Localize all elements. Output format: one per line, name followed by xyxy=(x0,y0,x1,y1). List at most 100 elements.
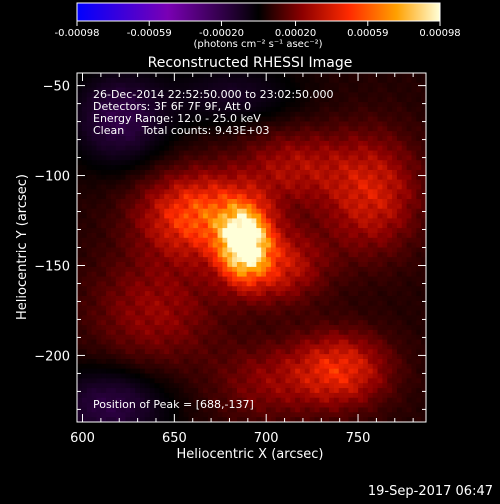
heatmap-cell xyxy=(184,267,189,272)
heatmap-cell xyxy=(353,165,358,170)
heatmap-cell xyxy=(402,388,407,393)
heatmap-cell xyxy=(208,175,213,180)
heatmap-cell xyxy=(358,320,363,325)
heatmap-cell xyxy=(363,83,368,88)
heatmap-cell xyxy=(305,121,310,126)
heatmap-cell xyxy=(198,194,203,199)
heatmap-cell xyxy=(310,204,315,209)
heatmap-cell xyxy=(135,257,140,262)
heatmap-cell xyxy=(111,160,116,165)
heatmap-cell xyxy=(324,209,329,214)
heatmap-cell xyxy=(247,349,252,354)
heatmap-cell xyxy=(411,204,416,209)
heatmap-cell xyxy=(407,160,412,165)
heatmap-cell xyxy=(237,170,242,175)
heatmap-cell xyxy=(416,378,421,383)
heatmap-cell xyxy=(222,301,227,306)
heatmap-cell xyxy=(227,155,232,160)
heatmap-cell xyxy=(344,335,349,340)
heatmap-cell xyxy=(344,272,349,277)
heatmap-cell xyxy=(213,209,218,214)
heatmap-cell xyxy=(315,311,320,316)
heatmap-cell xyxy=(329,165,334,170)
heatmap-cell xyxy=(344,131,349,136)
heatmap-cell xyxy=(397,151,402,156)
heatmap-cell xyxy=(363,228,368,233)
heatmap-cell xyxy=(324,117,329,122)
heatmap-cell xyxy=(382,170,387,175)
heatmap-cell xyxy=(358,160,363,165)
heatmap-cell xyxy=(315,267,320,272)
heatmap-cell xyxy=(373,170,378,175)
heatmap-cell xyxy=(125,306,130,311)
heatmap-cell xyxy=(179,277,184,282)
heatmap-cell xyxy=(339,170,344,175)
heatmap-cell xyxy=(319,349,324,354)
heatmap-cell xyxy=(101,359,106,364)
heatmap-cell xyxy=(77,131,82,136)
heatmap-cell xyxy=(348,131,353,136)
heatmap-cell xyxy=(218,194,223,199)
heatmap-cell xyxy=(111,315,116,320)
heatmap-cell xyxy=(315,344,320,349)
heatmap-cell xyxy=(373,165,378,170)
heatmap-cell xyxy=(82,349,87,354)
heatmap-cell xyxy=(198,170,203,175)
heatmap-cell xyxy=(300,160,305,165)
heatmap-cell xyxy=(193,228,198,233)
heatmap-cell xyxy=(174,141,179,146)
heatmap-cell xyxy=(411,121,416,126)
heatmap-cell xyxy=(164,189,169,194)
heatmap-cell xyxy=(387,92,392,97)
heatmap-cell xyxy=(184,218,189,223)
heatmap-cell xyxy=(184,344,189,349)
heatmap-cell xyxy=(87,233,92,238)
heatmap-cell xyxy=(159,262,164,267)
heatmap-cell xyxy=(184,388,189,393)
heatmap-cell xyxy=(339,146,344,151)
heatmap-cell xyxy=(411,369,416,374)
heatmap-cell xyxy=(213,199,218,204)
heatmap-cell xyxy=(96,252,101,257)
heatmap-cell xyxy=(111,296,116,301)
heatmap-cell xyxy=(155,218,160,223)
heatmap-cell xyxy=(227,272,232,277)
heatmap-cell xyxy=(348,233,353,238)
heatmap-cell xyxy=(315,388,320,393)
heatmap-cell xyxy=(261,107,266,112)
heatmap-cell xyxy=(213,248,218,253)
heatmap-cell xyxy=(145,349,150,354)
heatmap-cell xyxy=(344,117,349,122)
heatmap-cell xyxy=(266,180,271,185)
heatmap-cell xyxy=(198,243,203,248)
heatmap-cell xyxy=(96,175,101,180)
heatmap-cell xyxy=(101,291,106,296)
heatmap-cell xyxy=(227,233,232,238)
heatmap-cell xyxy=(106,311,111,316)
heatmap-cell xyxy=(218,325,223,330)
heatmap-cell xyxy=(358,199,363,204)
heatmap-cell xyxy=(348,189,353,194)
heatmap-cell xyxy=(140,155,145,160)
heatmap-cell xyxy=(198,301,203,306)
heatmap-cell xyxy=(198,165,203,170)
heatmap-cell xyxy=(213,296,218,301)
heatmap-cell xyxy=(411,97,416,102)
heatmap-cell xyxy=(378,306,383,311)
heatmap-cell xyxy=(348,383,353,388)
heatmap-cell xyxy=(121,330,126,335)
heatmap-cell xyxy=(290,78,295,83)
heatmap-cell xyxy=(159,349,164,354)
heatmap-cell xyxy=(305,189,310,194)
heatmap-cell xyxy=(310,151,315,156)
heatmap-cell xyxy=(358,184,363,189)
heatmap-cell xyxy=(106,184,111,189)
heatmap-cell xyxy=(266,204,271,209)
heatmap-cell xyxy=(169,204,174,209)
heatmap-cell xyxy=(271,155,276,160)
heatmap-cell xyxy=(222,354,227,359)
heatmap-cell xyxy=(416,248,421,253)
heatmap-cell xyxy=(300,311,305,316)
heatmap-cell xyxy=(281,248,286,253)
heatmap-cell xyxy=(402,121,407,126)
